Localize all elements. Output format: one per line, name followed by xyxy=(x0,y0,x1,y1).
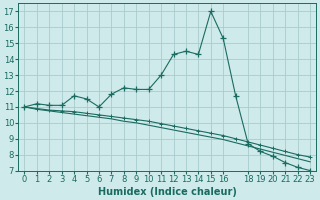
X-axis label: Humidex (Indice chaleur): Humidex (Indice chaleur) xyxy=(98,187,237,197)
